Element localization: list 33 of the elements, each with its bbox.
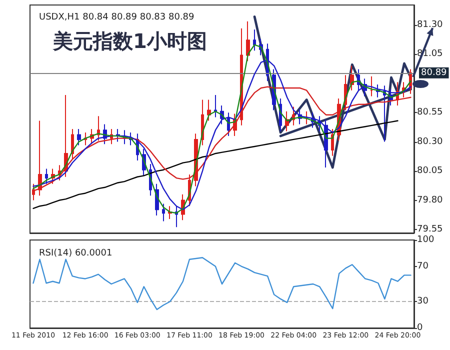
candlestick bbox=[116, 128, 120, 142]
candlestick bbox=[246, 20, 250, 62]
candlestick bbox=[214, 94, 217, 118]
candlestick bbox=[71, 128, 74, 160]
candlestick bbox=[253, 29, 256, 52]
y-tick-label: 81.30 bbox=[417, 20, 444, 30]
y-tick-label: 100 bbox=[417, 235, 434, 245]
candlestick bbox=[97, 116, 100, 142]
text: RSI(14) 60.0001 bbox=[39, 248, 112, 258]
candlestick bbox=[77, 128, 81, 146]
y-tick-label: 79.80 bbox=[417, 195, 444, 206]
y-tick-label: 30 bbox=[417, 296, 429, 307]
y-tick-label: 70 bbox=[417, 261, 429, 272]
y-tick-label: 79.55 bbox=[417, 224, 443, 234]
line-series bbox=[32, 120, 398, 210]
candlestick bbox=[292, 106, 295, 126]
line-series bbox=[32, 257, 412, 310]
ref-line-label: 80.89 bbox=[421, 68, 448, 78]
candlestick bbox=[227, 112, 230, 136]
candlestick bbox=[370, 76, 373, 97]
y-tick-label: 80.05 bbox=[417, 166, 443, 176]
y-tick-label: 80.55 bbox=[417, 108, 443, 118]
y-tick-label: 0 bbox=[417, 323, 423, 333]
y-tick-label: 80.30 bbox=[417, 136, 444, 147]
candlestick bbox=[168, 206, 172, 220]
candlestick bbox=[64, 94, 68, 178]
candlestick bbox=[383, 85, 386, 142]
text: USDX,H1 80.84 80.89 80.83 80.89 bbox=[39, 12, 195, 22]
candlestick bbox=[207, 99, 211, 122]
candlestick bbox=[162, 203, 165, 222]
candlestick bbox=[45, 168, 48, 184]
candlestick bbox=[357, 68, 360, 91]
text: 美元指数1小时图 bbox=[52, 29, 207, 53]
